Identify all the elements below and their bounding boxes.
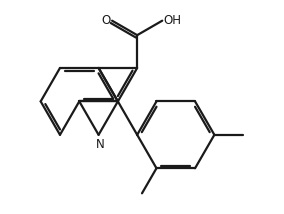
- Text: OH: OH: [164, 14, 182, 27]
- Text: N: N: [96, 138, 105, 151]
- Text: O: O: [101, 14, 110, 27]
